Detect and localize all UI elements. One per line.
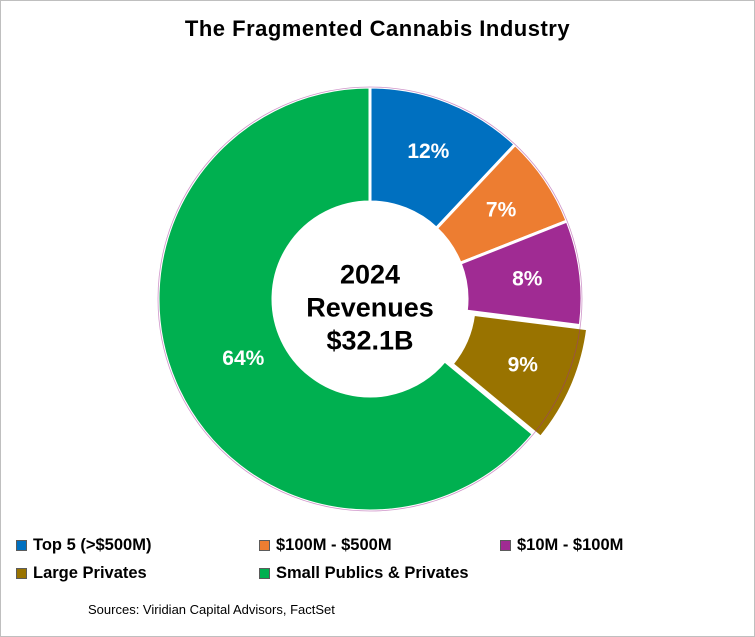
center-label-line: $32.1B xyxy=(326,326,413,356)
source-note: Sources: Viridian Capital Advisors, Fact… xyxy=(88,602,335,617)
legend-item-100m-500m: $100M - $500M xyxy=(259,536,392,555)
donut-slice xyxy=(450,312,590,439)
legend-item-10m-100m: $10M - $100M xyxy=(500,536,623,555)
legend-label: Large Privates xyxy=(33,564,147,582)
slice-value-label: 12% xyxy=(407,140,449,163)
legend-label: $100M - $500M xyxy=(276,536,392,554)
legend-swatch xyxy=(16,540,27,551)
legend-label: Small Publics & Privates xyxy=(276,564,469,582)
slice-value-label: 9% xyxy=(508,354,539,377)
donut-slices xyxy=(156,85,590,513)
legend: Top 5 (>$500M) $100M - $500M $10M - $100… xyxy=(16,536,746,596)
slice-value-label: 8% xyxy=(512,268,543,291)
legend-item-large-privates: Large Privates xyxy=(16,564,147,583)
legend-label: Top 5 (>$500M) xyxy=(33,536,152,554)
legend-swatch xyxy=(259,540,270,551)
legend-swatch xyxy=(259,568,270,579)
slice-value-label: 7% xyxy=(486,198,517,221)
donut-outline xyxy=(157,86,583,512)
legend-label: $10M - $100M xyxy=(517,536,624,554)
chart-title: The Fragmented Cannabis Industry xyxy=(184,16,571,41)
legend-swatch xyxy=(16,568,27,579)
center-label-line: 2024 xyxy=(340,260,400,290)
center-label-line: Revenues xyxy=(306,293,434,323)
slice-labels: 12% 7% 8% 9% 64% xyxy=(222,140,542,376)
slice-value-label: 64% xyxy=(222,347,264,370)
legend-item-top5: Top 5 (>$500M) xyxy=(16,536,151,555)
legend-swatch xyxy=(500,540,511,551)
legend-item-small-publics-privates: Small Publics & Privates xyxy=(259,564,469,583)
